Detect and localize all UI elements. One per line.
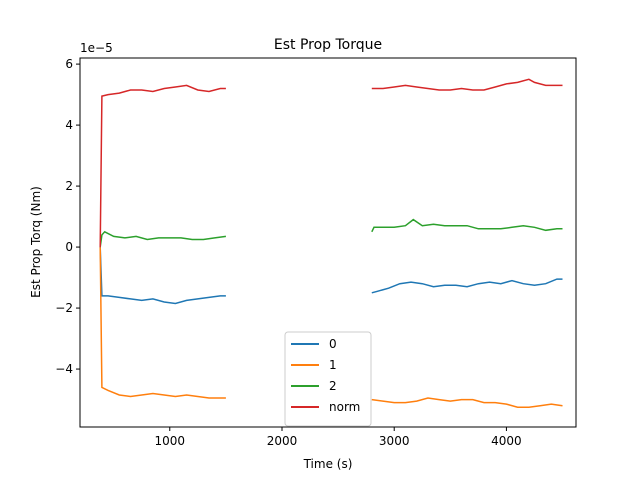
legend: 0 1 2 norm	[284, 331, 372, 427]
y-tick-label: 2	[65, 179, 73, 193]
series-2-line-0	[99, 230, 226, 248]
series-0-line-0	[99, 247, 226, 305]
legend-label-0: 0	[329, 337, 337, 351]
y-axis-ticks: −4 −2 0 2 4 6	[55, 57, 80, 376]
legend-box	[284, 331, 372, 427]
y-tick-label: −2	[55, 301, 73, 315]
x-axis-label: Time (s)	[303, 457, 353, 471]
x-tick-label: 3000	[379, 434, 410, 448]
series-1-line-1	[371, 397, 563, 408]
legend-label-1: 1	[329, 358, 337, 372]
plot-area	[99, 78, 563, 408]
series-0-line-1	[371, 278, 563, 294]
y-multiplier-label: 1e−5	[80, 41, 113, 55]
legend-label-2: 2	[329, 379, 337, 393]
series-1-line-0	[99, 247, 226, 399]
series-norm-line-0	[99, 84, 226, 248]
y-tick-label: −4	[55, 362, 73, 376]
y-tick-label: 0	[65, 240, 73, 254]
y-axis-label: Est Prop Torq (Nm)	[29, 186, 43, 298]
y-tick-label: 4	[65, 118, 73, 132]
x-tick-label: 4000	[491, 434, 522, 448]
legend-label-norm: norm	[329, 400, 360, 414]
x-tick-label: 1000	[155, 434, 186, 448]
plot-frame	[79, 57, 577, 428]
series-2-line-1	[371, 218, 563, 233]
x-tick-label: 2000	[267, 434, 298, 448]
x-axis-ticks: 1000 2000 3000 4000	[155, 427, 522, 448]
chart-title: Est Prop Torque	[274, 37, 382, 53]
series-norm-line-1	[371, 78, 563, 91]
y-tick-label: 6	[65, 57, 73, 71]
